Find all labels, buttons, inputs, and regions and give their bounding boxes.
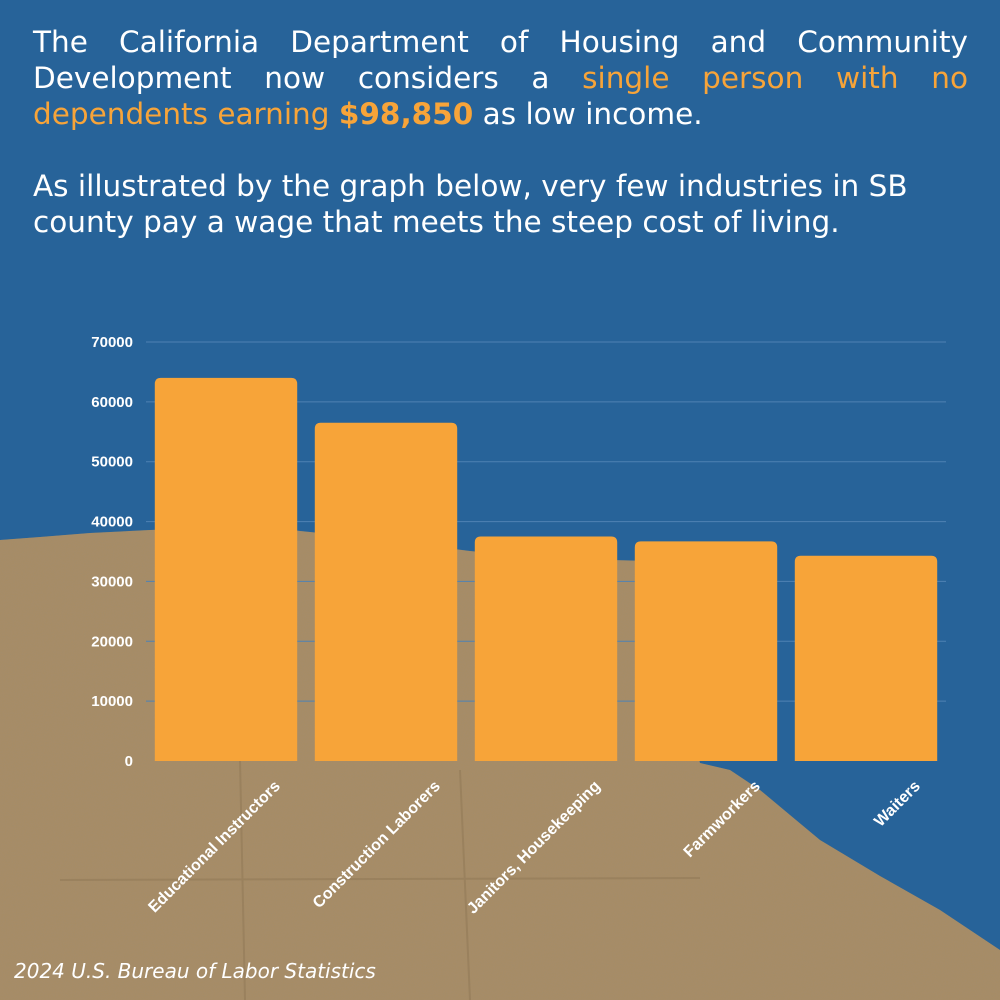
intro-text: The California Department of Housing and… xyxy=(33,24,968,240)
x-tick-label: Waiters xyxy=(871,778,924,831)
source-caption: 2024 U.S. Bureau of Labor Statistics xyxy=(14,959,376,983)
y-tick-label: 60000 xyxy=(91,394,133,411)
y-tick-label: 30000 xyxy=(91,573,133,590)
y-tick-label: 40000 xyxy=(91,514,133,531)
x-tick-label: Educational Instructors xyxy=(145,778,283,916)
y-tick-label: 70000 xyxy=(91,334,133,351)
y-tick-label: 10000 xyxy=(91,693,133,710)
bar-waiters xyxy=(794,555,938,761)
bar-construction-laborers xyxy=(314,422,458,761)
y-axis-ticks: 0 10000 20000 30000 40000 50000 60000 70000 xyxy=(91,334,133,770)
intro-line1-a: The California Department of Housing and… xyxy=(33,25,968,95)
x-tick-label: Farmworkers xyxy=(681,778,764,861)
y-tick-label: 50000 xyxy=(91,454,133,471)
intro-paragraph-2: As illustrated by the graph below, very … xyxy=(33,169,908,239)
x-tick-label: Janitors, Housekeeping xyxy=(464,778,604,918)
y-tick-label: 20000 xyxy=(91,633,133,650)
income-amount: $98,850 xyxy=(338,97,474,131)
bar-farmworkers xyxy=(634,541,778,761)
bars xyxy=(154,377,938,761)
x-tick-label: Construction Laborers xyxy=(310,778,444,912)
intro-line1-b: as low income. xyxy=(473,97,703,131)
bar-janitors-housekeeping xyxy=(474,536,618,761)
y-tick-label: 0 xyxy=(125,753,133,770)
intro-highlight: single person with no dependents earning xyxy=(33,61,968,131)
intro-paragraph-1: The California Department of Housing and… xyxy=(33,24,968,132)
bar-educational-instructors xyxy=(154,377,298,761)
x-axis-labels: Educational Instructors Construction Labo… xyxy=(145,778,923,918)
